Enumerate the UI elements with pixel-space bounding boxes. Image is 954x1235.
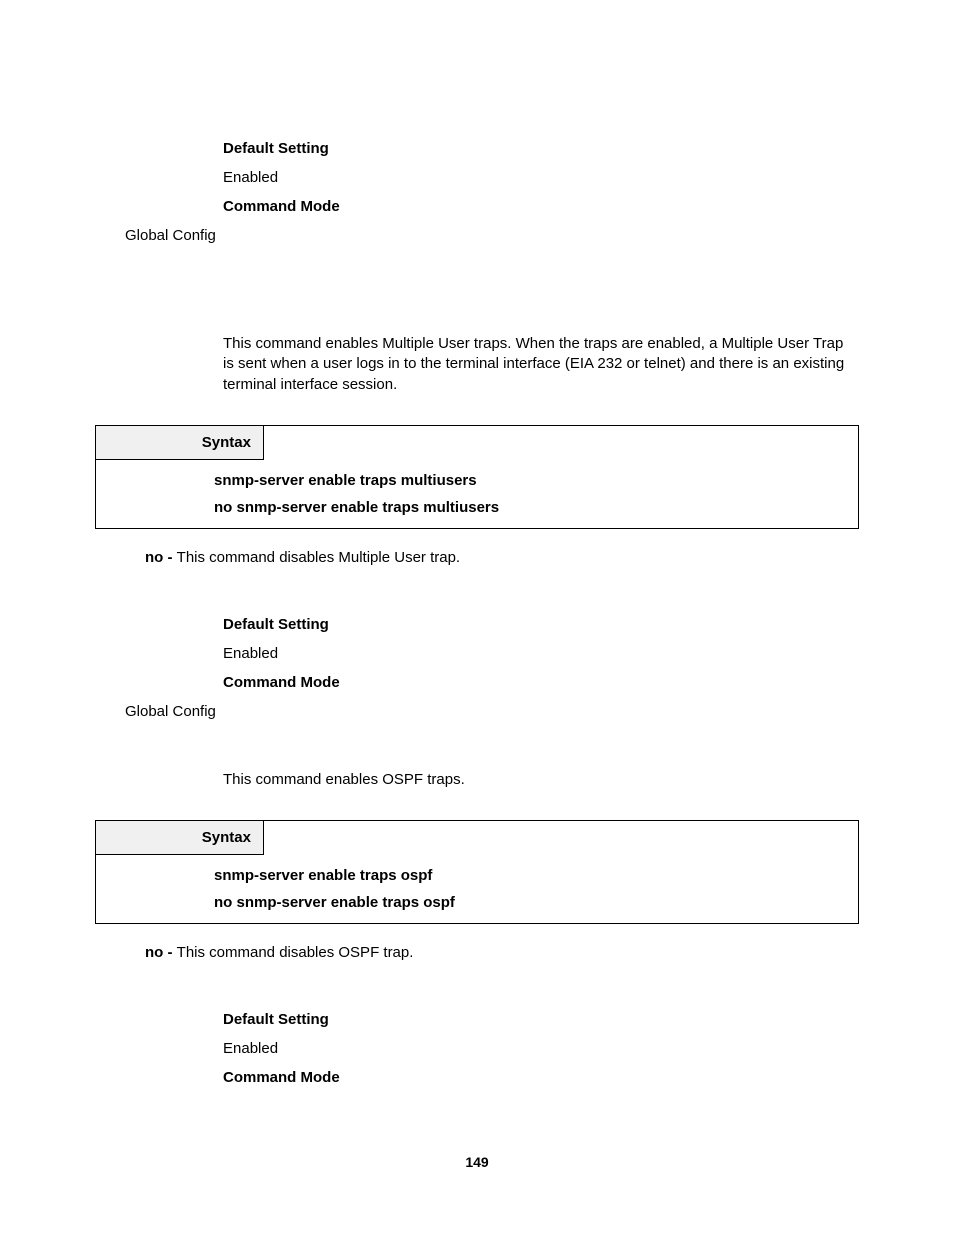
command-description: This command enables Multiple User traps…	[223, 334, 855, 395]
no-prefix: no -	[145, 944, 177, 961]
syntax-body: snmp-server enable traps multiusers no s…	[96, 460, 858, 528]
document-page: Default Setting Enabled Command Mode Glo…	[0, 0, 954, 1138]
syntax-header: Syntax	[96, 821, 264, 855]
syntax-command-line: no snmp-server enable traps ospf	[214, 894, 846, 911]
command-mode-label: Command Mode	[223, 674, 859, 691]
syntax-body: snmp-server enable traps ospf no snmp-se…	[96, 855, 858, 923]
syntax-command-line: snmp-server enable traps ospf	[214, 867, 846, 884]
syntax-command-line: no snmp-server enable traps multiusers	[214, 499, 846, 516]
syntax-box: Syntax snmp-server enable traps ospf no …	[95, 820, 859, 924]
no-description: no - This command disables OSPF trap.	[145, 944, 859, 961]
command-mode-value: Global Config	[125, 227, 859, 244]
no-description: no - This command disables Multiple User…	[145, 549, 859, 566]
syntax-header: Syntax	[96, 426, 264, 460]
command-mode-value: Global Config	[125, 703, 859, 720]
syntax-command-line: snmp-server enable traps multiusers	[214, 472, 846, 489]
no-prefix: no -	[145, 549, 177, 566]
command-description: This command enables OSPF traps.	[223, 770, 859, 790]
page-number: 149	[0, 1154, 954, 1170]
default-setting-label: Default Setting	[223, 616, 859, 633]
command-mode-label: Command Mode	[223, 198, 859, 215]
default-setting-value: Enabled	[223, 169, 859, 186]
default-setting-label: Default Setting	[223, 1011, 859, 1028]
default-setting-value: Enabled	[223, 1040, 859, 1057]
syntax-box: Syntax snmp-server enable traps multiuse…	[95, 425, 859, 529]
default-setting-value: Enabled	[223, 645, 859, 662]
command-mode-label: Command Mode	[223, 1069, 859, 1086]
default-setting-label: Default Setting	[223, 140, 859, 157]
no-text: This command disables OSPF trap.	[177, 944, 414, 961]
no-text: This command disables Multiple User trap…	[177, 549, 460, 566]
